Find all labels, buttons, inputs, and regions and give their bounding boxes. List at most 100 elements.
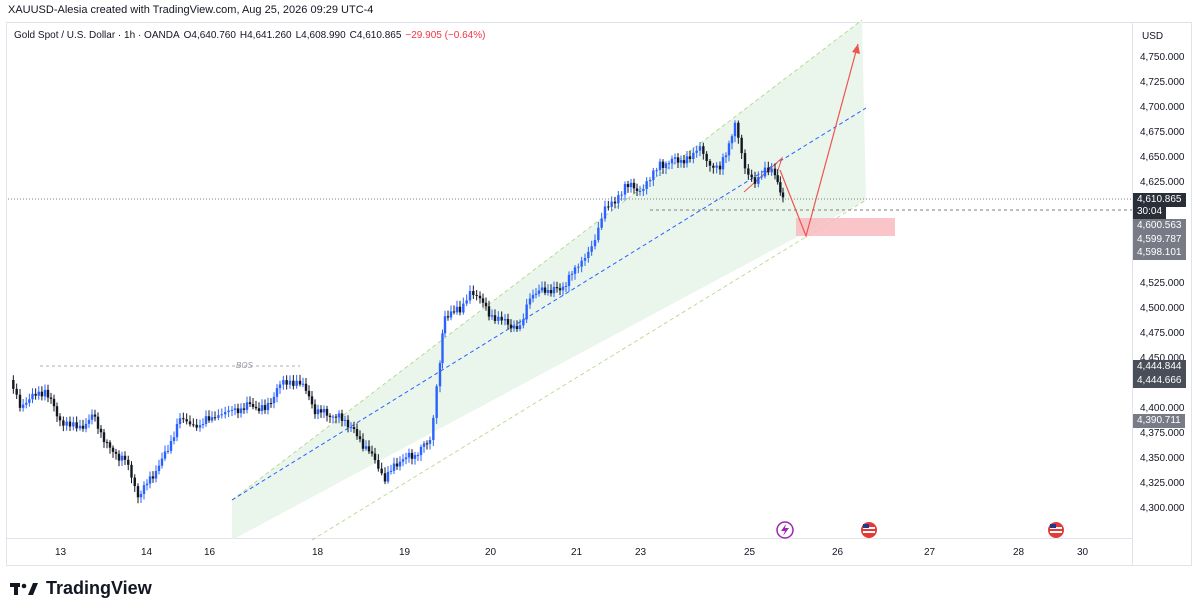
time-tick: 20 [485,547,497,558]
candle-body [503,318,507,321]
time-tick: 25 [744,547,756,558]
candle-body [75,422,78,429]
candle-body [770,168,773,173]
candle-body [475,295,478,297]
candle-body [737,122,740,138]
candle-body [432,417,435,441]
candle-body [648,180,652,182]
close-value: C4,610.865 [349,30,402,41]
candle-body [757,177,760,184]
candle-body [673,157,677,159]
us-flag-event-icon[interactable] [861,522,877,538]
candle-body [233,408,237,410]
time-axis-divider [6,538,1132,539]
candle-body [364,446,368,449]
candle-body [58,416,62,421]
candle-body [590,246,593,252]
currency-label[interactable]: USD [1142,31,1164,42]
time-tick: 13 [55,547,67,558]
candle-body [114,451,118,454]
candle-body [705,153,708,162]
open-value: O4,640.760 [183,30,236,41]
candle-body [629,182,633,188]
candle-body [655,170,658,172]
candle-body [743,153,747,169]
candle-body [642,188,645,191]
candle-body [325,408,329,416]
candle-body [600,218,603,228]
candle-body [413,455,417,459]
level-tag: 4,600.563 [1133,219,1186,233]
candle-body [567,274,571,286]
candle-body [62,420,65,426]
candle-body [664,163,668,168]
candle-body [497,316,500,321]
level-tag: 4,444.666 [1133,374,1186,388]
chart-frame [6,22,1192,566]
symbol-name: Gold Spot / U.S. Dollar · 1h · OANDA [14,30,180,41]
candle-body [298,380,302,385]
price-tick: 4,725.000 [1140,77,1185,88]
candle-body [72,422,75,427]
level-tag: 4,599.787 [1133,233,1186,247]
lightning-event-icon[interactable] [776,521,794,539]
candle-body [207,416,211,421]
candle-body [597,227,600,241]
last-price-tag: 4,610.865 [1133,193,1186,207]
candle-body [160,458,164,466]
triangle-pattern [743,156,784,193]
candle-body [776,175,779,183]
price-tick: 4,325.000 [1140,478,1185,489]
candle-body [117,453,121,461]
candle-body [587,251,590,259]
time-tick: 27 [924,547,936,558]
candle-body [213,417,217,419]
candle-body [37,391,40,396]
candle-body [733,122,737,137]
candle-body [708,161,712,166]
price-tick: 4,675.000 [1140,127,1185,138]
candle-body [275,388,279,397]
candle-body [667,163,671,165]
candle-body [645,181,648,189]
candle-body [301,383,305,385]
candle-body [528,298,532,305]
candle-body [355,428,359,437]
candle-body [481,298,485,303]
candle-body [552,287,556,294]
candle-body [142,485,146,494]
candle-body [747,168,750,175]
candle-body [123,455,127,460]
candle-body [702,146,705,154]
time-tick: 16 [204,547,216,558]
candle-body [269,403,273,405]
candle-body [386,471,390,482]
candle-body [658,161,662,171]
candle-body [404,457,408,460]
candle-body [52,398,56,407]
candle-body [96,416,100,429]
candle-body [410,452,414,459]
candle-body [610,201,613,207]
candle-body [130,464,133,478]
candle-body [549,289,553,294]
candle-body [607,206,610,208]
time-tick: 26 [832,547,844,558]
candle-body [230,409,234,411]
candle-body [172,437,176,441]
candle-body [676,157,680,163]
candle-body [441,333,444,364]
candle-body [395,463,399,467]
candle-body [416,455,420,457]
candle-body [377,460,380,469]
candle-body [452,311,456,313]
us-flag-event-icon[interactable] [1048,522,1064,538]
tradingview-logo[interactable]: TradingView [10,578,152,599]
candle-body [613,201,617,204]
candle-body [288,380,292,385]
candle-body [484,302,488,307]
projection-arrowhead [852,44,860,54]
candle-body [151,476,155,479]
change-value: −29.905 (−0.64%) [405,30,486,41]
